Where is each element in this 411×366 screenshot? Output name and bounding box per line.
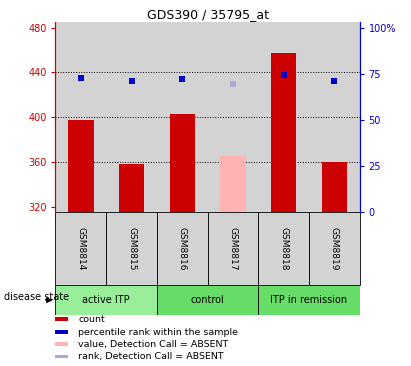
Bar [106, 22, 157, 212]
Bar [55, 343, 68, 346]
Bar [55, 330, 68, 334]
Text: GSM8819: GSM8819 [330, 227, 339, 270]
Text: ITP in remission: ITP in remission [270, 295, 347, 305]
Point [179, 76, 185, 82]
Bar [220, 156, 245, 212]
Bar [55, 317, 68, 321]
Bar [55, 212, 106, 285]
Bar [258, 22, 309, 212]
Title: GDS390 / 35795_at: GDS390 / 35795_at [147, 8, 268, 21]
Text: disease state: disease state [4, 292, 69, 302]
Bar [55, 285, 157, 315]
Bar [157, 285, 258, 315]
Point [128, 78, 135, 84]
Bar [258, 212, 309, 285]
Bar [309, 212, 360, 285]
Bar [309, 22, 360, 212]
Bar [157, 212, 208, 285]
Bar [208, 22, 258, 212]
Bar [271, 53, 296, 212]
Text: active ITP: active ITP [82, 295, 130, 305]
Text: GSM8814: GSM8814 [76, 227, 85, 270]
Bar [157, 22, 208, 212]
Bar [68, 120, 94, 212]
Bar [119, 164, 144, 212]
Bar [55, 355, 68, 358]
Text: GSM8818: GSM8818 [279, 227, 288, 270]
Text: control: control [191, 295, 224, 305]
Point [230, 81, 236, 86]
Text: rank, Detection Call = ABSENT: rank, Detection Call = ABSENT [78, 352, 224, 361]
Bar [208, 212, 258, 285]
Point [78, 75, 84, 81]
Bar [106, 212, 157, 285]
Point [331, 78, 337, 84]
Text: GSM8816: GSM8816 [178, 227, 187, 270]
Bar [169, 114, 195, 212]
Text: GSM8815: GSM8815 [127, 227, 136, 270]
Text: value, Detection Call = ABSENT: value, Detection Call = ABSENT [78, 340, 229, 349]
Bar [55, 22, 106, 212]
Text: GSM8817: GSM8817 [229, 227, 238, 270]
Text: percentile rank within the sample: percentile rank within the sample [78, 328, 238, 337]
Bar [258, 285, 360, 315]
Point [280, 72, 287, 78]
Text: count: count [78, 315, 105, 324]
Bar [322, 162, 347, 212]
